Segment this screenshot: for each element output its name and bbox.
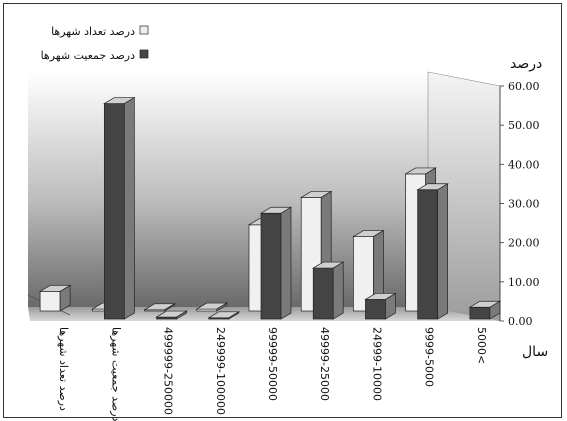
bar-series2-6-front [365, 299, 386, 320]
bar-series2-1-front [103, 103, 125, 320]
legend-swatch [139, 49, 149, 59]
legend-label: درصد تعداد شهرها [51, 25, 135, 38]
y-tick-label: 0.00 [508, 315, 533, 328]
bar-series2-7-front [417, 189, 439, 320]
x-tick-label: 24999-10000 [370, 327, 383, 401]
bar-series2-5-front [312, 267, 334, 320]
y-tick-label: 10.00 [508, 276, 540, 289]
bar-series2-8-side [489, 300, 501, 320]
y-tick-label: 30.00 [508, 198, 540, 211]
bar-series2-6-side [385, 292, 396, 320]
x-tick-label: 49999-25000 [318, 327, 331, 401]
bar-series1-3-side [216, 302, 228, 312]
y-tick-label: 50.00 [508, 119, 540, 132]
bar-series2-7-side [437, 183, 449, 320]
bar-series2-5-side [332, 261, 344, 320]
y-axis-title: درصد [510, 56, 542, 72]
bar-series2-4-front [260, 212, 282, 320]
y-tick-label: 60.00 [508, 80, 540, 93]
bar-series1-3 [195, 302, 229, 312]
bar-series1-2 [143, 303, 176, 312]
bar-series2-4 [259, 206, 293, 320]
bar-series2-7 [416, 183, 449, 320]
bar-series1-0-side [59, 284, 71, 312]
bar-series2-2-side [176, 310, 187, 320]
bar-series1-6 [352, 229, 385, 312]
bar-series2-5 [311, 261, 345, 320]
y-tick-label: 20.00 [508, 237, 540, 250]
x-tick-label: 99999-50000 [266, 327, 279, 401]
bar-series2-8 [468, 300, 502, 320]
x-tick-label: درصد جمعیت شهرها [109, 327, 122, 421]
bar-series1-0 [38, 284, 72, 312]
y-tick-label: 40.00 [508, 158, 540, 171]
x-tick-label: 249999-100000 [214, 327, 227, 415]
legend-label: درصد جمعیت شهرها [41, 49, 136, 62]
x-tick-label: 9999-5000 [423, 327, 436, 387]
x-axis-title: سال [522, 344, 548, 360]
x-tick-label: 499999-250000 [162, 327, 175, 415]
bar-series2-6 [364, 292, 397, 320]
bar-series2-2 [155, 310, 188, 320]
x-tick-label: درصد تعداد شهرها [57, 327, 70, 411]
bar-series2-1 [103, 96, 136, 320]
bar-series1-2-side [164, 303, 175, 312]
bar-series2-3-side [228, 311, 240, 320]
bar-series2-8-front [469, 306, 491, 320]
bar-series2-3 [207, 311, 241, 320]
bar-series1-0-front [39, 291, 61, 312]
bar-series2-1-side [123, 96, 135, 320]
x-tick-label: 5000< [475, 327, 488, 364]
bar-series2-4-side [280, 206, 292, 320]
legend-swatch [139, 25, 149, 35]
